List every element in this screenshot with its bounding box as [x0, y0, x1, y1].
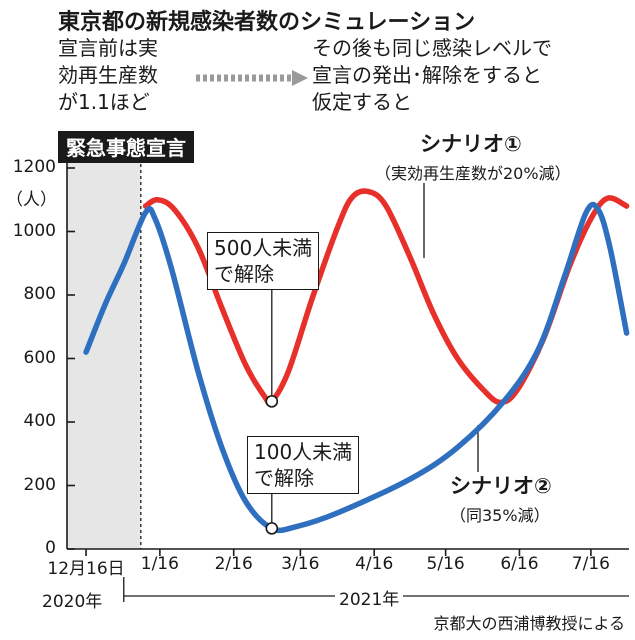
source-credit: 京都大の西浦博教授による: [433, 614, 625, 633]
x-tick-label: 12月16日: [47, 559, 125, 579]
release-markers: [265, 395, 279, 535]
y-tick-label: 1200: [12, 157, 56, 177]
y-tick-label: 1000: [12, 220, 56, 241]
release-100-label: 100人未満 で解除: [247, 436, 360, 494]
scenario-2-desc: （同35%減）: [450, 506, 550, 525]
scenario-1-name: シナリオ①: [420, 132, 522, 156]
emergency-shade: [67, 152, 141, 549]
y-axis-unit: （人）: [6, 190, 57, 210]
x-tick-label: 6/16: [500, 554, 539, 574]
scenario-1-desc: （実効再生産数が20%減）: [375, 164, 571, 183]
y-tick-label: 600: [23, 347, 56, 368]
x-tick-label: 5/16: [426, 554, 465, 574]
series-line-scenario-1: [142, 188, 630, 407]
dotted-arrow-icon: [196, 70, 308, 86]
chart-title: 東京都の新規感染者数のシミュレーション: [58, 10, 476, 35]
x-tick-label: 3/16: [281, 554, 320, 574]
y-tick-label: 800: [23, 284, 56, 304]
release-500-label: 500人未満 で解除: [207, 232, 320, 290]
scenario-2-name: シナリオ②: [450, 474, 552, 498]
y-tick-label: 0: [45, 538, 56, 558]
x-tick-label: 2/16: [214, 554, 253, 574]
release-marker: [265, 522, 279, 535]
y-tick-label: 200: [23, 474, 56, 495]
note-assumption: その後も同じ感染レベルで 宣言の発出･解除をすると 仮定すると: [312, 36, 552, 114]
y-tick-marks: [67, 167, 75, 550]
release-marker: [265, 395, 279, 408]
series-line-scenario-2: [83, 201, 630, 534]
year-label-2020: 2020年: [38, 587, 107, 612]
y-tick-label: 400: [23, 411, 56, 431]
x-tick-label: 4/16: [355, 554, 394, 574]
x-tick-label: 1/16: [140, 554, 179, 574]
year-label-2021: 2021年: [335, 585, 404, 610]
x-tick-label: 7/16: [571, 554, 610, 574]
emergency-declaration-label: 緊急事態宣言: [58, 131, 194, 163]
x-tick-marks: [85, 549, 592, 556]
note-before-declaration: 宣言前は実 効再生産数 が1.1ほど: [58, 36, 158, 114]
